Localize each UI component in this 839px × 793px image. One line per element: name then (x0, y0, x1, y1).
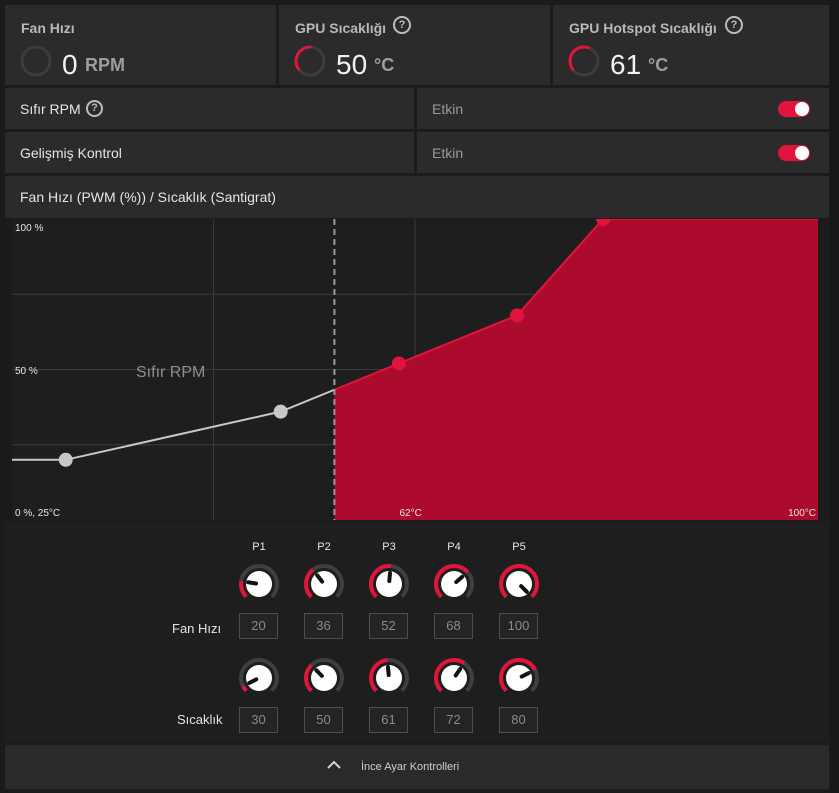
point-column-label-p1: P1 (252, 541, 266, 553)
metric-title: Fan Hızı (21, 20, 75, 36)
temperature-field-p5[interactable]: 80 (499, 707, 538, 733)
zero-rpm-chart-label: Sıfır RPM (136, 364, 205, 381)
fan-speed-knob-p5[interactable] (497, 562, 541, 606)
point-column-label-p5: P5 (512, 541, 526, 553)
curve-point-p2[interactable] (273, 404, 288, 419)
help-icon[interactable]: ? (725, 16, 743, 34)
temperature-field-p1[interactable]: 30 (239, 707, 278, 733)
knob-section (5, 522, 829, 742)
x-tick-label-end: 100°C (788, 508, 816, 519)
gpu-hotspot-value: 61 (610, 49, 642, 80)
help-icon[interactable]: ? (393, 16, 411, 34)
fan-speed-unit: RPM (85, 55, 125, 75)
advanced-control-value-cell (417, 132, 829, 173)
zero-rpm-value: Etkin (432, 101, 464, 117)
gpu-temperature-unit: °C (374, 55, 395, 75)
temperature-knob-p3[interactable] (367, 656, 411, 700)
metric-title: GPU Sıcaklığı (295, 20, 387, 36)
fan-speed-value: 0 (62, 49, 78, 80)
x-tick-label-mid: 62°C (399, 508, 421, 519)
temperature-row-label: Sıcaklık (177, 712, 223, 727)
y-tick-label-mid: 50 % (15, 366, 38, 377)
point-column-label-p4: P4 (447, 541, 461, 553)
fan-speed-field-p5[interactable]: 100 (499, 613, 538, 639)
fan-speed-field-p4[interactable]: 68 (434, 613, 473, 639)
fine-tune-controls-bar[interactable]: İnce Ayar Kontrolleri (5, 745, 829, 789)
metric-title: GPU Hotspot Sıcaklığı (569, 20, 717, 36)
fan-speed-knob-p1[interactable] (237, 562, 281, 606)
fan-speed-gauge-icon (20, 45, 52, 77)
temperature-knob-p4[interactable] (432, 656, 476, 700)
origin-tick-label: 0 %, 25°C (15, 508, 60, 519)
curve-point-p4[interactable] (510, 308, 525, 323)
fan-speed-knob-p3[interactable] (367, 562, 411, 606)
gpu-hotspot-gauge-icon (568, 45, 600, 77)
fan-curve-chart[interactable]: 100 % 50 % 0 %, 25°C 62°C 100°C Sıfır RPM (12, 212, 818, 520)
gpu-temperature-value: 50 (336, 49, 368, 80)
zero-rpm-label: Sıfır RPM (20, 101, 81, 117)
fan-speed-row-label: Fan Hızı (172, 621, 222, 636)
fine-tune-controls-label[interactable]: İnce Ayar Kontrolleri (361, 761, 460, 773)
temperature-field-p3[interactable]: 61 (369, 707, 408, 733)
metric-gpu-hotspot-temperature: GPU Hotspot Sıcaklığı ? 61 °C (553, 5, 829, 85)
advanced-control-label: Gelişmiş Kontrol (20, 145, 122, 161)
temperature-field-p4[interactable]: 72 (434, 707, 473, 733)
fan-speed-knob-p2[interactable] (302, 562, 346, 606)
fan-speed-field-p2[interactable]: 36 (304, 613, 343, 639)
chart-title: Fan Hızı (PWM (%)) / Sıcaklık (Santigrat… (20, 189, 276, 205)
metric-gpu-temperature: GPU Sıcaklığı ? 50 °C (279, 5, 550, 85)
temperature-knob-p2[interactable] (302, 656, 346, 700)
advanced-control-row (5, 132, 414, 173)
curve-point-p1[interactable] (58, 452, 73, 467)
fan-speed-field-p3[interactable]: 52 (369, 613, 408, 639)
zero-rpm-toggle[interactable] (778, 101, 810, 117)
window-edge (830, 0, 839, 793)
point-column-label-p3: P3 (382, 541, 396, 553)
gpu-temperature-gauge-icon (294, 45, 326, 77)
point-column-label-p2: P2 (317, 541, 331, 553)
chevron-up-icon[interactable] (327, 760, 341, 770)
chart-header (5, 176, 829, 218)
inactive-curve-line (12, 388, 335, 461)
active-fan-area (334, 219, 818, 520)
metric-fan-speed: Fan Hızı 0 RPM (5, 5, 276, 85)
y-tick-label-top: 100 % (15, 223, 43, 234)
zero-rpm-row (5, 88, 414, 129)
advanced-control-value: Etkin (432, 145, 464, 161)
fan-curve-chart-svg[interactable]: 100 % 50 % 0 %, 25°C 62°C 100°C Sıfır RPM (12, 212, 818, 520)
gpu-hotspot-unit: °C (648, 55, 669, 75)
temperature-knob-p1[interactable] (237, 656, 281, 700)
temperature-field-p2[interactable]: 50 (304, 707, 343, 733)
zero-rpm-value-cell (417, 88, 829, 129)
temperature-knob-p5[interactable] (497, 656, 541, 700)
advanced-control-toggle[interactable] (778, 145, 810, 161)
fan-speed-knob-p4[interactable] (432, 562, 476, 606)
help-icon[interactable]: ? (86, 100, 103, 117)
fan-speed-field-p1[interactable]: 20 (239, 613, 278, 639)
curve-point-p3[interactable] (391, 356, 406, 371)
